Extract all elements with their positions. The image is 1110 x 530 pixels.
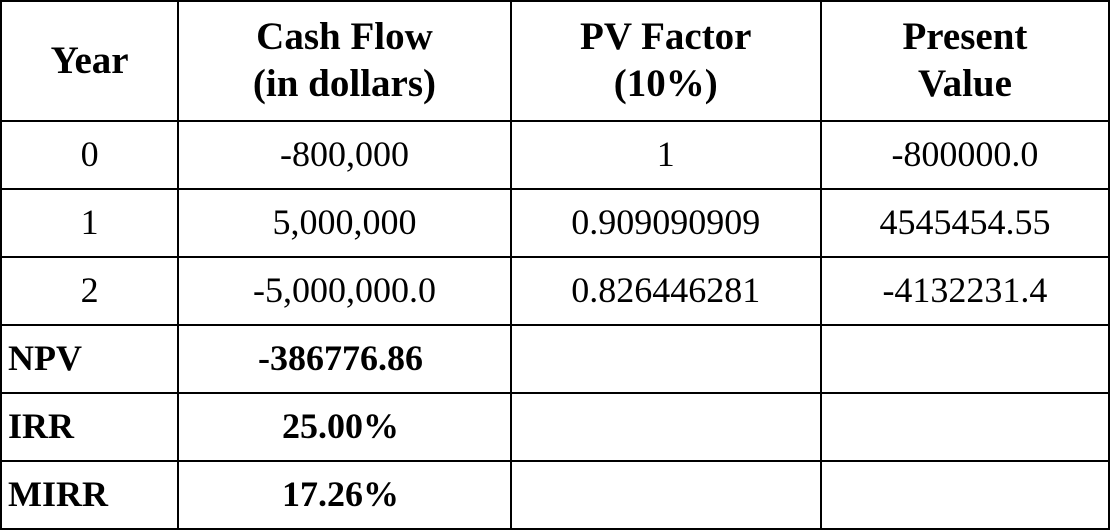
col-header-cash-flow-line2: (in dollars)	[253, 62, 436, 105]
empty-cell	[511, 325, 821, 393]
table-row: 1 5,000,000 0.909090909 4545454.55	[1, 189, 1109, 257]
empty-cell	[511, 461, 821, 529]
table-header-row: Year Cash Flow (in dollars) PV Factor (1…	[1, 1, 1109, 121]
financial-table: Year Cash Flow (in dollars) PV Factor (1…	[0, 0, 1110, 530]
summary-label: NPV	[1, 325, 178, 393]
summary-value: -386776.86	[178, 325, 510, 393]
col-header-present-value-line2: Value	[918, 62, 1012, 105]
cell-year: 0	[1, 121, 178, 189]
cell-year: 2	[1, 257, 178, 325]
summary-row-mirr: MIRR 17.26%	[1, 461, 1109, 529]
col-header-year-line1: Year	[51, 39, 129, 82]
summary-value: 17.26%	[178, 461, 510, 529]
col-header-pv-factor: PV Factor (10%)	[511, 1, 821, 121]
summary-row-npv: NPV -386776.86	[1, 325, 1109, 393]
financial-table-container: Year Cash Flow (in dollars) PV Factor (1…	[0, 0, 1110, 528]
table-row: 0 -800,000 1 -800000.0	[1, 121, 1109, 189]
col-header-cash-flow: Cash Flow (in dollars)	[178, 1, 510, 121]
summary-label: MIRR	[1, 461, 178, 529]
cell-year: 1	[1, 189, 178, 257]
empty-cell	[821, 393, 1109, 461]
col-header-present-value-line1: Present	[902, 15, 1027, 58]
cell-pv-factor: 0.909090909	[511, 189, 821, 257]
summary-label: IRR	[1, 393, 178, 461]
cell-pv-factor: 0.826446281	[511, 257, 821, 325]
col-header-pv-factor-line1: PV Factor	[580, 15, 751, 58]
cell-pv-factor: 1	[511, 121, 821, 189]
cell-cash-flow: -800,000	[178, 121, 510, 189]
col-header-pv-factor-line2: (10%)	[614, 62, 718, 105]
cell-cash-flow: -5,000,000.0	[178, 257, 510, 325]
col-header-cash-flow-line1: Cash Flow	[256, 15, 433, 58]
cell-cash-flow: 5,000,000	[178, 189, 510, 257]
col-header-year: Year	[1, 1, 178, 121]
cell-present-value: -800000.0	[821, 121, 1109, 189]
empty-cell	[821, 461, 1109, 529]
cell-present-value: 4545454.55	[821, 189, 1109, 257]
cell-present-value: -4132231.4	[821, 257, 1109, 325]
col-header-present-value: Present Value	[821, 1, 1109, 121]
empty-cell	[511, 393, 821, 461]
table-row: 2 -5,000,000.0 0.826446281 -4132231.4	[1, 257, 1109, 325]
empty-cell	[821, 325, 1109, 393]
summary-row-irr: IRR 25.00%	[1, 393, 1109, 461]
summary-value: 25.00%	[178, 393, 510, 461]
